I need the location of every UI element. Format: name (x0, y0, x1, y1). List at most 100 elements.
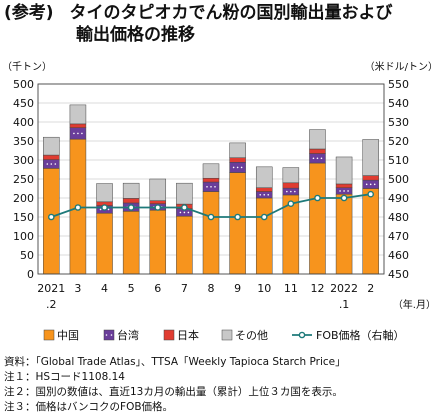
note-3: 注３：価格はバンコクのFOB価格。 (4, 401, 174, 413)
bar-pattern-dot (210, 185, 212, 188)
bar-segment (176, 215, 193, 275)
bar-segment (229, 172, 246, 275)
bar-pattern-dot (214, 185, 216, 188)
right-tick-label: 520 (388, 135, 409, 148)
left-tick-label: 250 (13, 173, 34, 186)
legend-swatch (221, 329, 233, 341)
bar-segment (255, 187, 273, 192)
x-tick-sublabel: .1 (339, 298, 350, 311)
bar-segment (176, 182, 193, 205)
x-tick-label: 2021 (37, 282, 65, 295)
bar-segment (149, 200, 167, 204)
bar-segment (149, 178, 167, 201)
bar-segment (43, 154, 60, 160)
bar-segment (96, 212, 113, 275)
left-axis-unit: （千トン） (2, 61, 52, 73)
bar-pattern-dot (259, 193, 262, 196)
bar-segment (202, 163, 220, 179)
price-point (234, 213, 241, 221)
price-point (127, 204, 135, 211)
bar-pattern-dot (240, 166, 243, 169)
right-tick-label: 510 (388, 154, 409, 167)
bar-pattern-dot (320, 157, 323, 160)
bar-segment (335, 183, 353, 188)
x-tick-label: 3 (74, 282, 81, 295)
legend-label: FOB価格（右軸） (316, 328, 405, 342)
left-tick-label: 350 (13, 135, 34, 148)
bar-pattern-dot (286, 190, 288, 193)
bar-segment (335, 156, 353, 185)
left-tick-label: 50 (20, 249, 34, 262)
bar-pattern-dot (236, 166, 239, 169)
bar-pattern-dot (316, 157, 319, 160)
bar-segment (362, 175, 379, 181)
bar-pattern-dot (54, 163, 57, 165)
left-tick-label: 0 (27, 268, 34, 281)
left-tick-label: 450 (13, 97, 34, 110)
left-tick-label: 150 (13, 211, 34, 224)
title-block: (参考) タイのタピオカでん粉の国別輸出量および 輸出価格の推移 (4, 2, 436, 46)
right-tick-label: 500 (388, 173, 409, 186)
bar-segment (96, 183, 113, 203)
legend-swatch (103, 329, 115, 341)
x-tick-label: 9 (234, 282, 241, 295)
left-tick-label: 300 (13, 154, 34, 167)
bar-segment (255, 197, 273, 275)
bar-pattern-dot (232, 166, 235, 169)
legend-label: 中国 (57, 329, 79, 342)
legend-label: その他 (235, 329, 268, 342)
price-point (260, 213, 268, 221)
plot-frame (37, 83, 385, 275)
bar-segment (122, 211, 140, 275)
note-1: 注１：HSコード1108.14 (4, 371, 125, 383)
bar-pattern-dot (183, 211, 186, 214)
x-tick-label: 7 (181, 282, 188, 295)
bar-segment (362, 139, 379, 176)
legend-swatch-dot (105, 334, 108, 336)
left-tick-label: 200 (13, 192, 34, 205)
right-tick-label: 550 (388, 78, 409, 91)
bars (43, 104, 379, 275)
bar-pattern-dot (312, 157, 315, 160)
legend-label: 日本 (177, 328, 199, 342)
right-tick-label: 540 (388, 97, 409, 110)
bar-pattern-dot (77, 132, 79, 135)
right-tick-label: 490 (388, 192, 409, 205)
bar-pattern-dot (369, 183, 372, 186)
price-line (48, 190, 374, 221)
bar-pattern-dot (179, 211, 182, 214)
bar-segment (282, 167, 300, 184)
bar-segment (335, 193, 353, 275)
bar-pattern-dot (365, 183, 368, 186)
left-tick-label: 100 (13, 230, 34, 243)
bar-pattern-dot (373, 183, 376, 186)
left-tick-label: 400 (13, 116, 34, 129)
bar-pattern-dot (81, 132, 83, 135)
bar-segment (69, 123, 87, 128)
bar-segment (309, 148, 326, 154)
legend-swatch (163, 329, 175, 341)
note-2: 注２：国別の数値は、直近13カ月の輸出量（累計）上位３カ国を表示。 (4, 386, 343, 398)
bar-pattern-dot (339, 190, 341, 192)
x-tick-label: 6 (154, 282, 161, 295)
right-tick-label: 470 (388, 230, 409, 243)
bar-pattern-dot (263, 193, 266, 196)
x-tick-label: 5 (128, 282, 135, 295)
x-axis-unit: （年.月） (393, 298, 436, 311)
right-tick-label: 480 (388, 211, 409, 224)
bar-segment (255, 166, 273, 188)
right-axis-unit: （米ドル/トン） (365, 60, 438, 73)
bar-segment (282, 182, 300, 189)
legend-swatch-dot (110, 334, 113, 336)
bar-pattern-dot (294, 190, 296, 193)
chart: （千トン） （米ドル/トン） 0 50 100 150 200 250 300 350 400 4… (2, 60, 438, 342)
x-tick-label: 2022 (330, 282, 358, 295)
left-tick-label: 500 (13, 78, 34, 91)
bar-segment (309, 129, 326, 150)
bar-segment (43, 168, 60, 275)
x-tick-sublabel: .2 (46, 298, 57, 311)
price-point (207, 213, 215, 221)
bar-pattern-dot (343, 190, 345, 192)
bar-pattern-dot (290, 190, 292, 193)
x-tick-label: 4 (101, 282, 108, 295)
